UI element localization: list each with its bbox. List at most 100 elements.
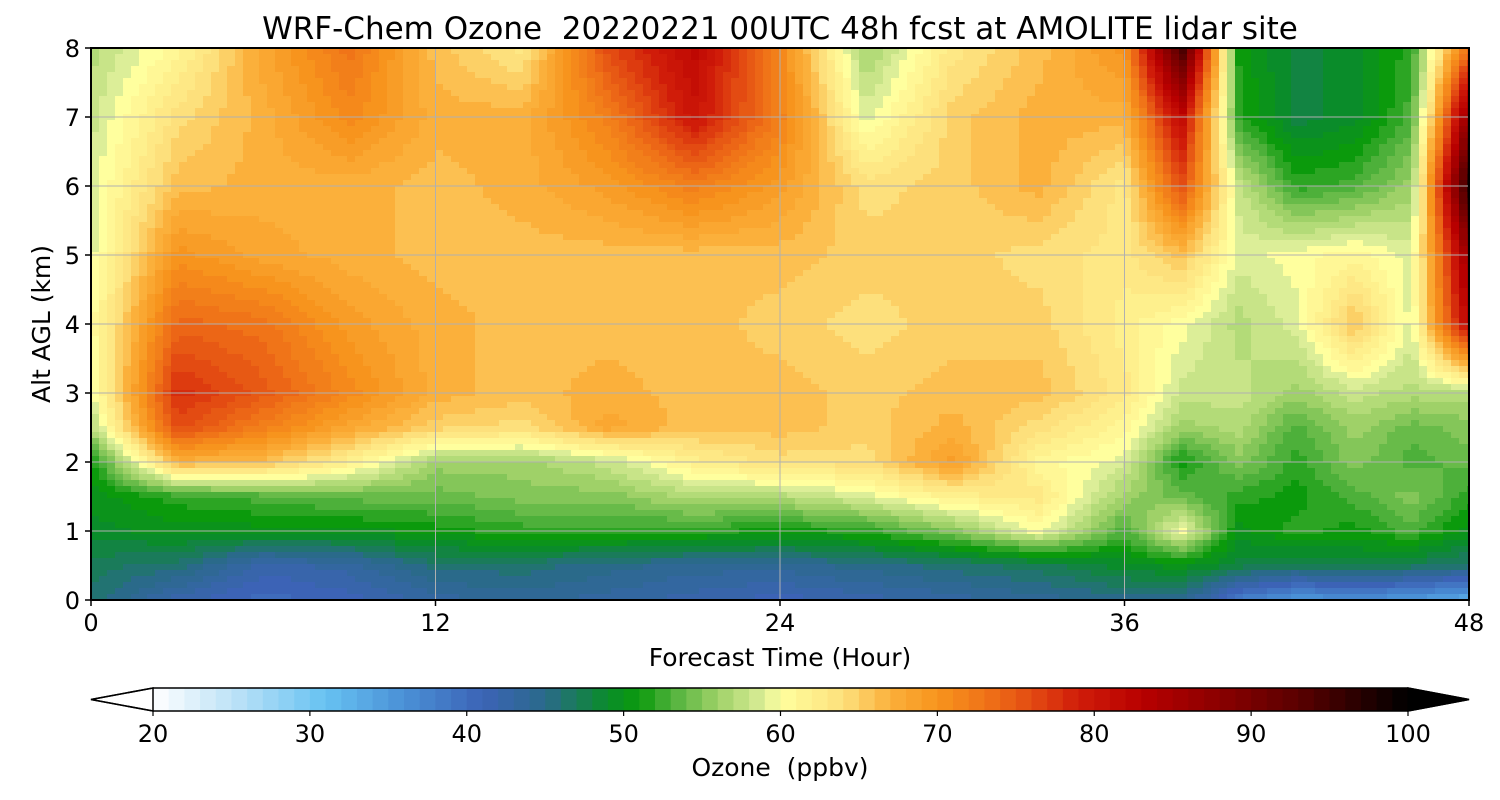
ozone-cell <box>875 192 884 199</box>
ozone-cell <box>755 138 764 145</box>
ozone-cell <box>819 180 828 187</box>
ozone-cell <box>1315 54 1324 61</box>
ozone-cell <box>403 108 412 115</box>
ozone-cell <box>251 162 260 169</box>
ozone-cell <box>1091 108 1100 115</box>
ozone-cell <box>755 96 764 103</box>
ozone-cell <box>339 192 348 199</box>
ozone-cell <box>1275 90 1284 97</box>
ozone-cell <box>1011 150 1020 157</box>
ozone-cell <box>691 138 700 145</box>
ozone-cell <box>395 66 404 73</box>
ozone-cell <box>643 48 652 55</box>
ozone-cell <box>155 204 164 211</box>
ozone-cell <box>1387 156 1396 163</box>
ozone-cell <box>1187 48 1196 55</box>
ozone-cell <box>1355 198 1364 205</box>
ozone-cell <box>1427 198 1436 205</box>
ozone-cell <box>771 108 780 115</box>
ozone-cell <box>1011 132 1020 139</box>
ozone-cell <box>1179 120 1188 127</box>
ozone-cell <box>1203 90 1212 97</box>
ozone-cell <box>931 216 940 223</box>
ozone-cell <box>963 120 972 127</box>
ozone-cell <box>1331 204 1340 211</box>
ozone-cell <box>1299 144 1308 151</box>
ozone-cell <box>155 72 164 79</box>
ozone-cell <box>739 174 748 181</box>
ozone-cell <box>467 126 476 133</box>
ozone-cell <box>779 204 788 211</box>
ozone-cell <box>307 210 316 217</box>
ozone-cell <box>515 120 524 127</box>
ozone-cell <box>571 168 580 175</box>
ozone-cell <box>243 168 252 175</box>
ozone-cell <box>411 102 420 109</box>
ozone-cell <box>259 48 268 55</box>
ozone-cell <box>363 120 372 127</box>
ozone-cell <box>387 108 396 115</box>
ozone-cell <box>619 90 628 97</box>
ozone-cell <box>451 210 460 217</box>
ozone-cell <box>515 216 524 223</box>
ozone-cell <box>923 162 932 169</box>
ozone-cell <box>1299 156 1308 163</box>
ozone-cell <box>523 78 532 85</box>
ozone-cell <box>1459 54 1468 61</box>
ozone-cell <box>723 102 732 109</box>
ozone-cell <box>443 204 452 211</box>
ozone-cell <box>1195 132 1204 139</box>
ozone-cell <box>1307 150 1316 157</box>
ozone-cell <box>315 138 324 145</box>
ozone-cell <box>275 84 284 91</box>
ozone-cell <box>267 162 276 169</box>
ozone-cell <box>1099 66 1108 73</box>
ozone-cell <box>107 84 116 91</box>
ozone-cell <box>1323 108 1332 115</box>
ozone-cell <box>243 144 252 151</box>
ozone-cell <box>131 162 140 169</box>
ozone-cell <box>659 204 668 211</box>
ozone-cell <box>555 132 564 139</box>
ozone-cell <box>579 96 588 103</box>
ozone-cell <box>1307 210 1316 217</box>
ozone-cell <box>155 48 164 55</box>
ozone-cell <box>771 48 780 55</box>
ozone-cell <box>1267 78 1276 85</box>
ozone-cell <box>115 48 124 55</box>
ozone-cell <box>851 180 860 187</box>
ozone-cell <box>147 138 156 145</box>
ozone-cell <box>499 174 508 181</box>
ozone-cell <box>483 192 492 199</box>
ozone-cell <box>939 144 948 151</box>
ozone-cell <box>547 150 556 157</box>
ozone-cell <box>763 60 772 67</box>
ozone-cell <box>1323 78 1332 85</box>
ozone-cell <box>1067 192 1076 199</box>
ozone-cell <box>443 90 452 97</box>
ozone-cell <box>987 102 996 109</box>
ozone-cell <box>99 126 108 133</box>
ozone-cell <box>1235 162 1244 169</box>
ozone-cell <box>1259 138 1268 145</box>
ozone-cell <box>1267 210 1276 217</box>
ozone-cell <box>579 198 588 205</box>
ozone-cell <box>523 72 532 79</box>
ozone-cell <box>419 90 428 97</box>
ozone-cell <box>427 162 436 169</box>
ozone-cell <box>1387 96 1396 103</box>
ozone-cell <box>139 120 148 127</box>
ozone-cell <box>491 156 500 163</box>
ozone-cell <box>1051 174 1060 181</box>
ozone-cell <box>307 174 316 181</box>
ozone-cell <box>1019 204 1028 211</box>
ozone-cell <box>819 186 828 193</box>
ozone-cell <box>1283 210 1292 217</box>
ozone-cell <box>243 192 252 199</box>
ozone-cell <box>1115 168 1124 175</box>
ozone-cell <box>587 96 596 103</box>
ozone-cell <box>707 138 716 145</box>
ozone-cell <box>235 102 244 109</box>
ozone-cell <box>1195 216 1204 223</box>
ozone-cell <box>931 72 940 79</box>
